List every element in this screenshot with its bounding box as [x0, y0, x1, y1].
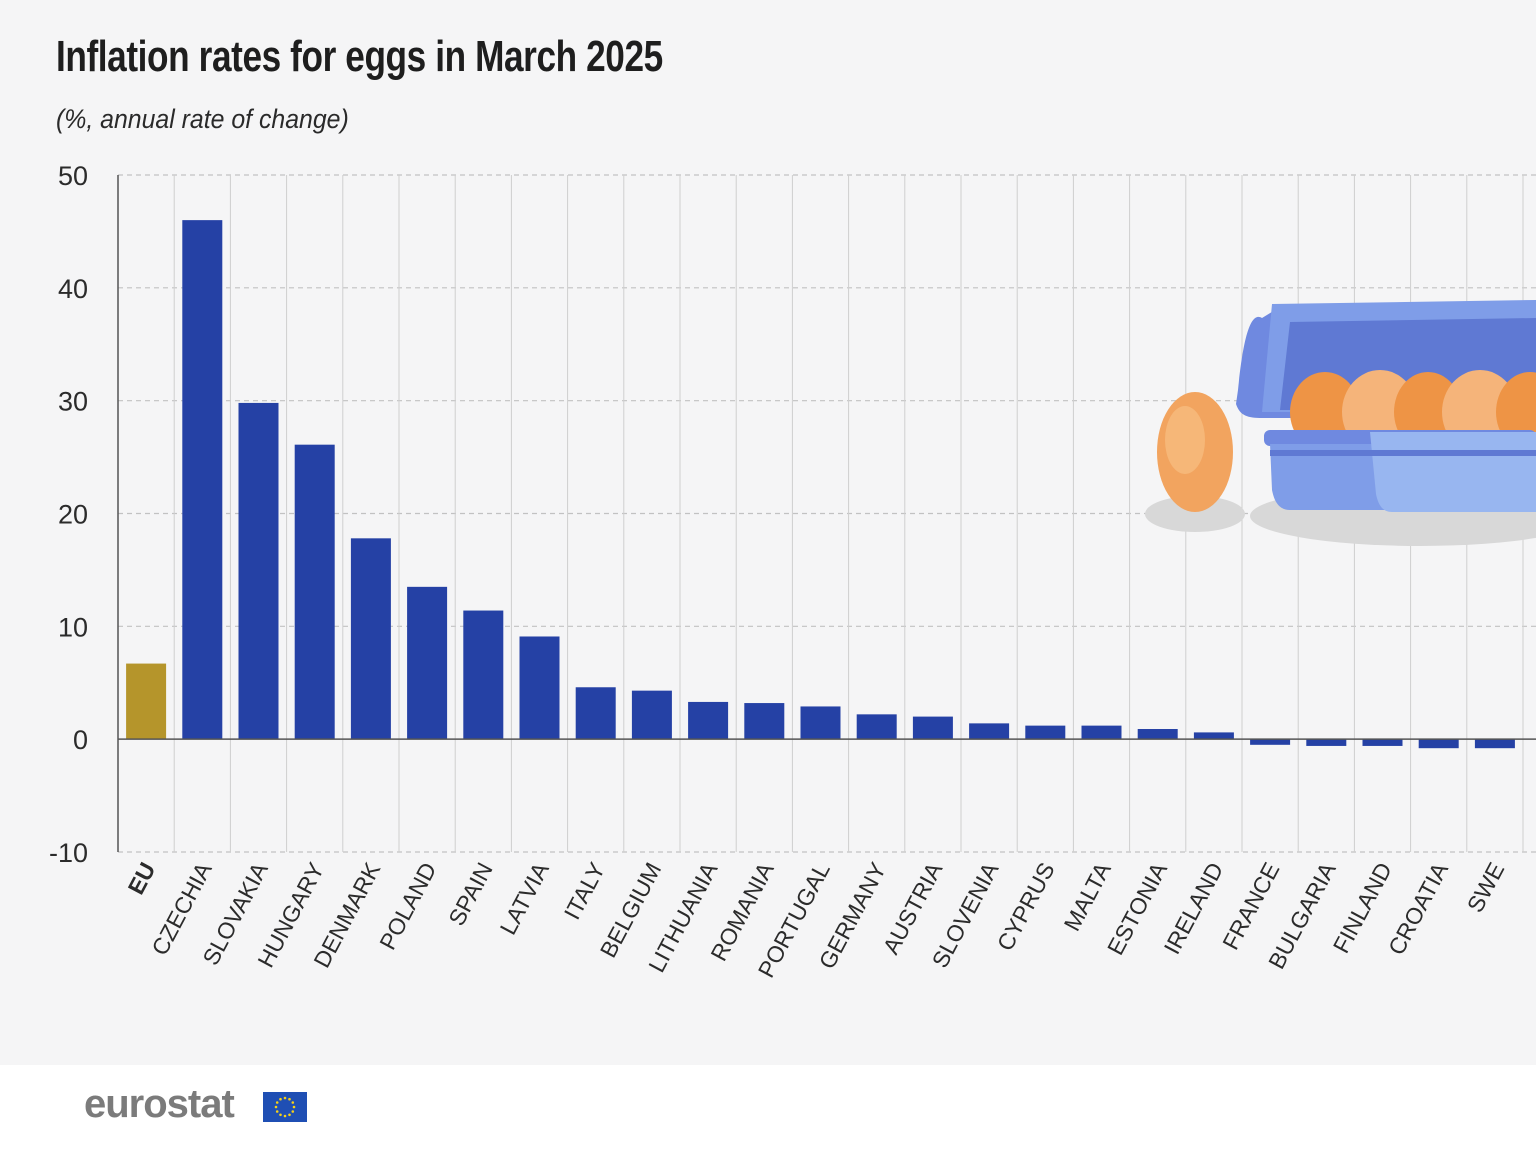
- bar-hungary: [294, 444, 335, 740]
- bars: [126, 220, 1515, 749]
- eurostat-logo: eurostat: [84, 1082, 235, 1126]
- eu-flag-icon: [263, 1092, 307, 1122]
- x-tick-label-latvia: LATVIA: [495, 858, 555, 939]
- y-tick-label: 20: [58, 500, 88, 530]
- bar-germany: [856, 714, 897, 740]
- bar-italy: [575, 687, 616, 740]
- y-tick-label: 40: [58, 274, 88, 304]
- y-tick-label: 30: [58, 387, 88, 417]
- bar-czechia: [182, 220, 223, 740]
- x-tick-label-spain: SPAIN: [443, 858, 498, 930]
- bar-austria: [912, 716, 953, 740]
- y-tick-label: 0: [73, 725, 88, 755]
- bar-estonia: [1137, 729, 1178, 740]
- bar-swe: [1474, 739, 1515, 749]
- x-tick-label-eu: EU: [123, 858, 161, 898]
- bar-bulgaria: [1306, 739, 1347, 746]
- bar-spain: [463, 610, 504, 740]
- bar-slovakia: [238, 402, 279, 740]
- bar-denmark: [350, 538, 391, 740]
- x-tick-label-poland: POLAND: [374, 858, 441, 954]
- y-tick-label: 10: [58, 612, 88, 642]
- egg-carton-illustration: [1145, 300, 1536, 546]
- y-tick-labels: -10 0 10 20 30 40 50: [49, 161, 88, 868]
- y-tick-label: -10: [49, 838, 88, 868]
- bar-poland: [407, 586, 448, 740]
- x-tick-label-italy: ITALY: [559, 858, 610, 924]
- bar-lithuania: [688, 701, 729, 740]
- bar-chart: -10 0 10 20 30 40 50 EUCZECHIASLOVAKIAHUNGARYD…: [49, 161, 1536, 982]
- bar-cyprus: [1025, 725, 1066, 740]
- bar-portugal: [800, 706, 841, 740]
- axes: [117, 175, 1536, 852]
- x-tick-label-malta: MALTA: [1059, 858, 1117, 935]
- bar-slovenia: [969, 723, 1010, 740]
- bar-croatia: [1418, 739, 1459, 749]
- bar-malta: [1081, 725, 1122, 740]
- x-tick-label-swe: SWE: [1462, 858, 1510, 916]
- footer: [0, 1065, 1536, 1151]
- bar-latvia: [519, 636, 560, 740]
- bar-france: [1250, 739, 1291, 745]
- bar-belgium: [631, 690, 672, 740]
- bar-romania: [744, 703, 785, 740]
- y-tick-label: 50: [58, 161, 88, 191]
- bar-eu: [126, 663, 167, 740]
- bar-ireland: [1193, 732, 1234, 740]
- chart-title: Inflation rates for eggs in March 2025: [56, 32, 663, 81]
- bar-finland: [1362, 739, 1403, 746]
- chart-subtitle: (%, annual rate of change): [56, 104, 349, 134]
